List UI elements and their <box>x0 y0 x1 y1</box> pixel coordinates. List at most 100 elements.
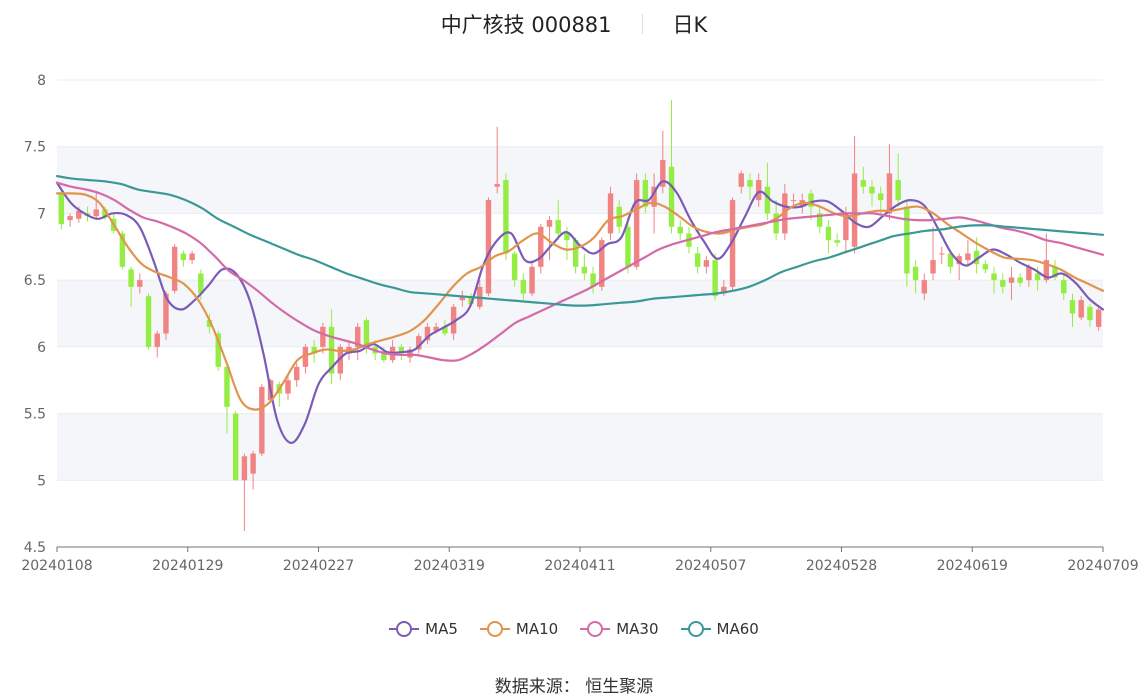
candle-body <box>302 346 309 367</box>
candle <box>625 220 631 274</box>
candle-body <box>738 173 744 187</box>
candle <box>215 330 221 371</box>
candle <box>285 376 291 401</box>
candle-body <box>930 260 936 274</box>
candle <box>424 322 431 345</box>
candle-body <box>442 326 448 334</box>
candle <box>1000 273 1006 294</box>
legend: MA5 MA10 MA30 MA60 <box>0 620 1148 638</box>
candle <box>67 213 73 227</box>
candle <box>921 273 928 301</box>
candle <box>337 344 343 381</box>
candle-body <box>773 213 779 234</box>
candle <box>58 190 65 230</box>
candle <box>607 186 614 241</box>
candle-body <box>843 213 849 241</box>
candle <box>555 200 561 241</box>
legend-item-ma10[interactable]: MA10 <box>479 620 558 638</box>
legend-swatch-ring <box>486 621 503 637</box>
y-tick-label: 5.5 <box>24 407 46 423</box>
candle-body <box>869 186 875 194</box>
candle <box>694 246 701 274</box>
candles <box>58 100 1102 531</box>
candle <box>485 197 492 297</box>
y-tick-label: 8 <box>37 73 46 89</box>
candle <box>703 256 710 274</box>
candle <box>224 362 230 434</box>
candle-body <box>250 453 256 474</box>
legend-item-ma30[interactable]: MA30 <box>580 620 659 638</box>
candle-body <box>189 253 195 261</box>
candle <box>712 253 718 301</box>
x-tick-label: 20240108 <box>21 558 92 574</box>
candle <box>1052 260 1058 281</box>
candle-body <box>433 326 439 331</box>
candle-body <box>808 193 814 207</box>
candle-body <box>1095 309 1102 327</box>
candle-body <box>58 193 65 225</box>
candle <box>677 220 683 241</box>
candle-body <box>965 253 971 261</box>
candle-body <box>102 209 108 218</box>
candle-body <box>337 346 343 374</box>
candle-body <box>572 240 579 267</box>
candle-body <box>546 220 553 227</box>
candle <box>956 253 962 281</box>
candle <box>895 153 901 207</box>
candle-body <box>119 233 126 267</box>
candle-body <box>285 380 291 394</box>
candle-body <box>520 280 527 294</box>
grid-band <box>57 146 1103 214</box>
candle <box>511 250 518 287</box>
candle-body <box>729 200 736 287</box>
source-value: 恒生聚源 <box>585 677 654 697</box>
candle-body <box>721 286 727 294</box>
candle-body <box>860 180 866 187</box>
candle-body <box>67 216 73 221</box>
candle-body <box>712 260 718 297</box>
candle-body <box>485 200 492 294</box>
candle-body <box>206 320 213 327</box>
candle-body <box>694 253 701 267</box>
candle-body <box>912 266 919 281</box>
candle <box>747 173 753 201</box>
candle <box>546 216 553 261</box>
legend-swatch-icon <box>580 621 611 637</box>
legend-item-ma5[interactable]: MA5 <box>389 620 458 638</box>
candle-body <box>232 413 239 481</box>
candle-body <box>825 226 832 241</box>
candle-body <box>416 336 422 350</box>
candle-body <box>1008 277 1015 283</box>
stock-name: 中广核技 000881 <box>440 13 612 37</box>
candle <box>904 200 910 287</box>
candle-body <box>407 349 413 358</box>
candle-body <box>424 326 431 341</box>
candle <box>529 260 535 297</box>
candle <box>642 173 649 214</box>
y-axis: 4.5 5 5.5 6 6.5 7 7.5 8 <box>24 73 46 556</box>
legend-item-ma60[interactable]: MA60 <box>680 620 759 638</box>
candle <box>764 162 771 221</box>
candle-body <box>154 333 160 347</box>
candle <box>738 170 744 194</box>
candle-body <box>163 293 169 334</box>
legend-label: MA60 <box>716 620 759 638</box>
candle <box>851 136 858 254</box>
candle-body <box>633 180 640 267</box>
candle <box>128 266 134 307</box>
candle-body <box>564 233 570 241</box>
candle <box>459 290 466 307</box>
candle <box>817 206 823 234</box>
candle <box>930 226 936 281</box>
x-tick-label: 20240129 <box>152 558 223 574</box>
candle-body <box>1000 280 1006 287</box>
legend-swatch-icon <box>389 621 420 637</box>
candle <box>163 290 169 341</box>
candle-body <box>311 346 317 354</box>
background-bands <box>57 146 1103 481</box>
candle <box>572 237 579 274</box>
candle <box>947 250 954 274</box>
candle <box>878 186 884 214</box>
candle-body <box>599 240 605 287</box>
candle-body <box>1061 280 1067 294</box>
